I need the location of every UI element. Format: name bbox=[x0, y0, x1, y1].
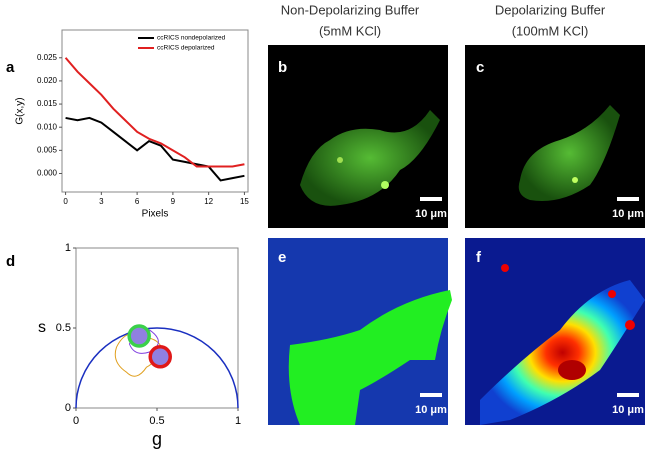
header: (100mM KCl) bbox=[512, 23, 589, 38]
header: Non-Depolarizing Buffer bbox=[281, 2, 420, 17]
plot-frame bbox=[61, 29, 249, 193]
data-line bbox=[65, 116, 245, 182]
x-tick-label: 0 bbox=[63, 197, 68, 206]
scale-bar-label: 10 μm bbox=[612, 404, 644, 416]
panel-label: a bbox=[6, 59, 15, 76]
phasor-cluster bbox=[127, 324, 151, 348]
x-tick-label: 0 bbox=[73, 415, 79, 427]
x-tick-label: 0.5 bbox=[149, 415, 164, 427]
legend-label: ccRICS depolarized bbox=[157, 45, 215, 52]
scale-bar-label: 10 μm bbox=[415, 404, 447, 416]
y-tick-label: 0.5 bbox=[56, 322, 71, 334]
heatmap-e bbox=[268, 238, 452, 425]
x-tick-label: 1 bbox=[235, 415, 241, 427]
micrograph-b bbox=[268, 45, 448, 228]
semicircle bbox=[75, 327, 239, 409]
y-tick-label: 0 bbox=[65, 402, 71, 414]
y-axis-label: s bbox=[38, 319, 46, 336]
panel-label: e bbox=[278, 249, 286, 266]
scale-bars bbox=[420, 197, 639, 397]
panel-label: f bbox=[476, 249, 482, 266]
micrograph-c bbox=[465, 45, 645, 228]
panel-label: c bbox=[476, 59, 484, 76]
y-tick-label: 0.015 bbox=[37, 99, 58, 108]
scale-bar-label: 10 μm bbox=[612, 208, 644, 220]
x-tick-label: 9 bbox=[171, 197, 176, 206]
y-axis-label: G(x,y) bbox=[15, 97, 26, 124]
y-tick-label: 0.025 bbox=[37, 53, 58, 62]
x-tick-label: 12 bbox=[204, 197, 213, 206]
legend-label: ccRICS nondepolarized bbox=[157, 35, 226, 42]
data-line bbox=[64, 57, 245, 168]
y-tick-label: 1 bbox=[65, 242, 71, 254]
heatmap-f bbox=[465, 238, 645, 425]
y-tick-label: 0.010 bbox=[37, 122, 58, 131]
x-tick-label: 15 bbox=[240, 197, 249, 206]
phasor-cluster bbox=[148, 345, 172, 369]
header: (5mM KCl) bbox=[319, 23, 381, 38]
x-tick-label: 6 bbox=[135, 197, 140, 206]
y-tick-label: 0.020 bbox=[37, 76, 58, 85]
header: Depolarizing Buffer bbox=[495, 2, 606, 17]
panel-label: d bbox=[6, 253, 15, 270]
panel-label: b bbox=[278, 59, 287, 76]
scale-bar-label: 10 μm bbox=[415, 208, 447, 220]
y-tick-label: 0.000 bbox=[37, 169, 58, 178]
x-axis-label: g bbox=[152, 429, 162, 449]
x-tick-label: 3 bbox=[99, 197, 104, 206]
x-axis-label: Pixels bbox=[142, 209, 169, 220]
y-tick-label: 0.005 bbox=[37, 145, 58, 154]
